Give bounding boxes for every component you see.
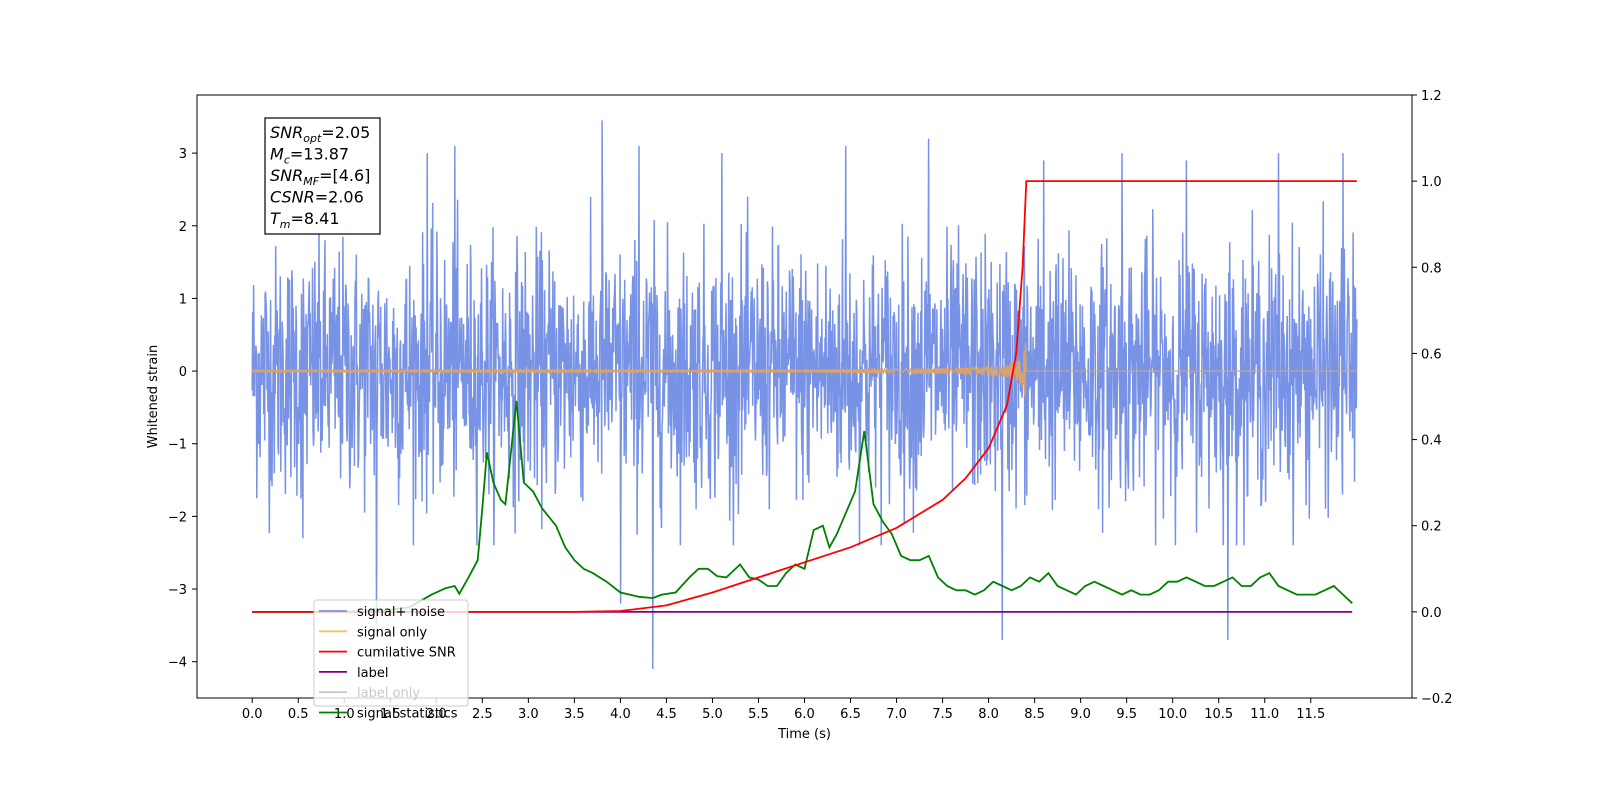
y-axis-left: 3 2 1 0 −1 −2 −3 −4 bbox=[168, 147, 197, 671]
legend: signal+ noise signal only cumilative SNR la… bbox=[313, 599, 469, 722]
y-axis-right: 1.2 1.0 0.8 0.6 0.4 0.2 0.0 −0.2 bbox=[1412, 89, 1453, 707]
legend-item: signal+ noise bbox=[319, 605, 445, 620]
y2-tick-label: 0.0 bbox=[1421, 606, 1442, 621]
x-tick-label: 3.5 bbox=[564, 707, 585, 722]
annotation-line: Tm=8.41 bbox=[270, 209, 340, 231]
legend-item: label only bbox=[319, 686, 420, 701]
y-axis-label: Whitened strain bbox=[146, 345, 161, 448]
y-tick-label: −4 bbox=[168, 656, 187, 671]
annotation-line: SNRMF=[4.6] bbox=[270, 166, 370, 188]
x-tick-label: 5.0 bbox=[702, 707, 723, 722]
x-tick-label: 1.0 bbox=[334, 707, 355, 722]
x-tick-label: 11.0 bbox=[1250, 707, 1279, 722]
legend-label: label only bbox=[357, 686, 420, 701]
y-tick-label: −3 bbox=[168, 583, 187, 598]
series-cumulative-snr bbox=[252, 180, 1357, 613]
x-tick-label: 0.5 bbox=[288, 707, 309, 722]
legend-item: signal only bbox=[319, 625, 427, 640]
x-axis: 0.0 0.5 1.0 1.5 2.0 2.5 3.0 3.5 4.0 4.5 5.0 5.5 6.0 6… bbox=[242, 698, 1325, 722]
x-tick-label: 9.0 bbox=[1070, 707, 1091, 722]
legend-frame bbox=[313, 599, 469, 707]
series-signal-plus-noise bbox=[251, 120, 1358, 669]
series-layer bbox=[251, 120, 1358, 669]
y2-tick-label: 1.2 bbox=[1421, 89, 1442, 104]
y-tick-label: −1 bbox=[168, 438, 187, 453]
x-tick-label: 3.0 bbox=[518, 707, 539, 722]
x-tick-label: 4.0 bbox=[610, 707, 631, 722]
x-tick-label: 6.0 bbox=[794, 707, 815, 722]
x-tick-label: 2.5 bbox=[472, 707, 493, 722]
legend-label: label bbox=[357, 666, 388, 681]
annotation-line: Mc=13.87 bbox=[270, 145, 349, 167]
legend-label: signal+ noise bbox=[357, 605, 445, 620]
y-tick-label: 1 bbox=[179, 292, 187, 307]
x-tick-label: 5.5 bbox=[748, 707, 769, 722]
x-tick-label: 6.5 bbox=[840, 707, 861, 722]
x-tick-label: 4.5 bbox=[656, 707, 677, 722]
y2-tick-label: 1.0 bbox=[1421, 175, 1442, 190]
y-tick-label: −2 bbox=[168, 510, 187, 525]
y2-tick-label: 0.8 bbox=[1421, 261, 1442, 276]
x-tick-label: 11.5 bbox=[1296, 707, 1325, 722]
x-tick-label: 2.0 bbox=[426, 707, 447, 722]
y-tick-label: 3 bbox=[179, 147, 187, 162]
series-signal-statistics bbox=[252, 400, 1353, 613]
x-axis-label: Time (s) bbox=[777, 727, 831, 742]
annotation-line: CSNR=2.06 bbox=[270, 188, 364, 207]
annotation-line: SNRopt=2.05 bbox=[270, 123, 370, 145]
legend-item: label bbox=[319, 666, 388, 681]
legend-item: cumilative SNR bbox=[319, 646, 456, 661]
annotation-frame bbox=[264, 117, 381, 235]
y-tick-label: 0 bbox=[179, 365, 187, 380]
y2-tick-label: 0.4 bbox=[1421, 434, 1442, 449]
legend-label: signal statistics bbox=[357, 707, 458, 722]
x-tick-label: 7.5 bbox=[932, 707, 953, 722]
x-tick-label: 8.0 bbox=[978, 707, 999, 722]
x-tick-label: 9.5 bbox=[1116, 707, 1137, 722]
y2-tick-label: 0.6 bbox=[1421, 347, 1442, 362]
y2-tick-label: 0.2 bbox=[1421, 520, 1442, 535]
x-tick-label: 1.5 bbox=[380, 707, 401, 722]
legend-label: signal only bbox=[357, 625, 427, 640]
legend-item: signal statistics bbox=[319, 707, 458, 722]
x-tick-label: 0.0 bbox=[242, 707, 263, 722]
legend-label: cumilative SNR bbox=[357, 646, 456, 661]
y2-tick-label: −0.2 bbox=[1421, 692, 1453, 707]
x-tick-label: 7.0 bbox=[886, 707, 907, 722]
series-signal-only bbox=[251, 342, 1357, 397]
x-tick-label: 10.0 bbox=[1158, 707, 1187, 722]
y-tick-label: 2 bbox=[179, 220, 187, 235]
x-tick-label: 8.5 bbox=[1024, 707, 1045, 722]
x-tick-label: 10.5 bbox=[1204, 707, 1233, 722]
